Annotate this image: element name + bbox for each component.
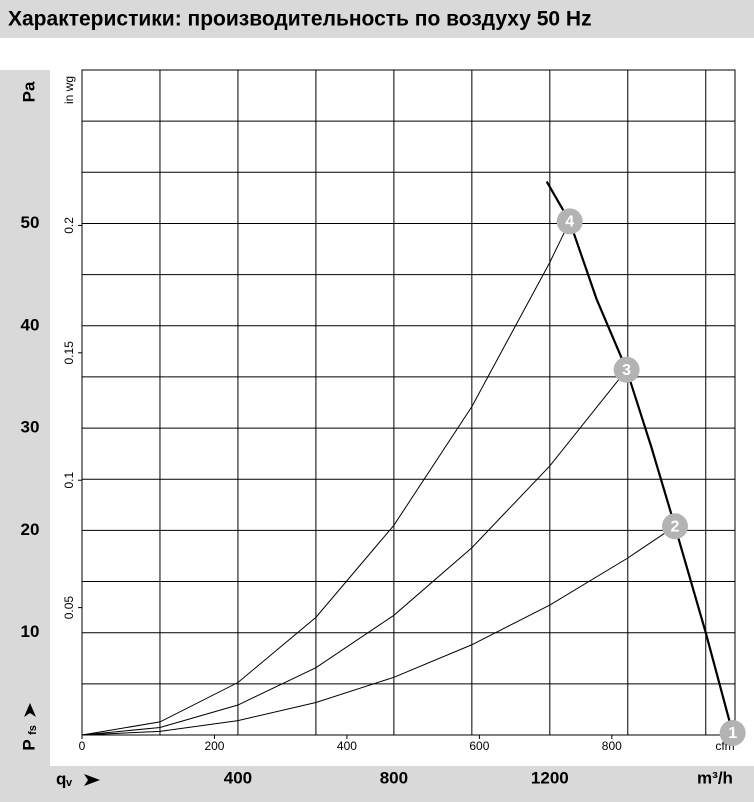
x-tick-label: 800 [380, 768, 408, 787]
y-symbol-sub: fs [27, 725, 39, 735]
operating-point [613, 356, 640, 383]
x-arrow [84, 774, 100, 786]
y-axis-strip [0, 70, 50, 770]
y2-tick-label: 0.1 [62, 472, 76, 489]
system-curve [81, 221, 571, 736]
y-tick-label: 10 [21, 622, 40, 641]
y2-tick-label: 0.05 [62, 596, 76, 620]
system-curve [81, 525, 676, 736]
x2-tick-label: 200 [204, 739, 224, 753]
y-tick-label: 50 [21, 213, 40, 232]
x-symbol-sub: v [66, 777, 73, 789]
fan-curve [545, 180, 734, 734]
x2-tick-label: 400 [337, 739, 357, 753]
plot-frame [81, 69, 736, 736]
x-axis-label: m³/h [697, 768, 733, 787]
x-tick-label: 1200 [531, 768, 569, 787]
operating-point [556, 208, 583, 235]
system-curve [81, 369, 628, 736]
x-axis-strip [0, 766, 754, 802]
y-tick-label: 30 [21, 418, 40, 437]
y-tick-label: 40 [21, 315, 40, 334]
operating-point [719, 719, 746, 746]
operating-point-label: 1 [728, 725, 737, 742]
x2-tick-label: 800 [602, 739, 622, 753]
title-bar [0, 0, 754, 38]
y-symbol-main: P [19, 739, 38, 750]
chart-title: Характеристики: производительность по во… [8, 8, 592, 31]
y-symbol: P fs [19, 703, 39, 751]
y2-axis-label: in wg [62, 76, 76, 104]
x2-tick-label: 600 [469, 739, 489, 753]
y2-tick-label: 0.15 [62, 341, 76, 365]
x-symbol-main: q [56, 769, 66, 788]
x-tick-label: 400 [224, 768, 252, 787]
y-arrow [24, 703, 36, 717]
operating-point-label: 2 [671, 519, 680, 536]
x2-tick-label: 0 [79, 739, 86, 753]
operating-point-label: 3 [622, 362, 631, 379]
operating-point-label: 4 [565, 214, 574, 231]
y-axis-label: Pa [19, 81, 38, 102]
y2-tick-label: 0.2 [62, 217, 76, 234]
operating-point [661, 513, 688, 540]
y-tick-label: 20 [21, 520, 40, 539]
